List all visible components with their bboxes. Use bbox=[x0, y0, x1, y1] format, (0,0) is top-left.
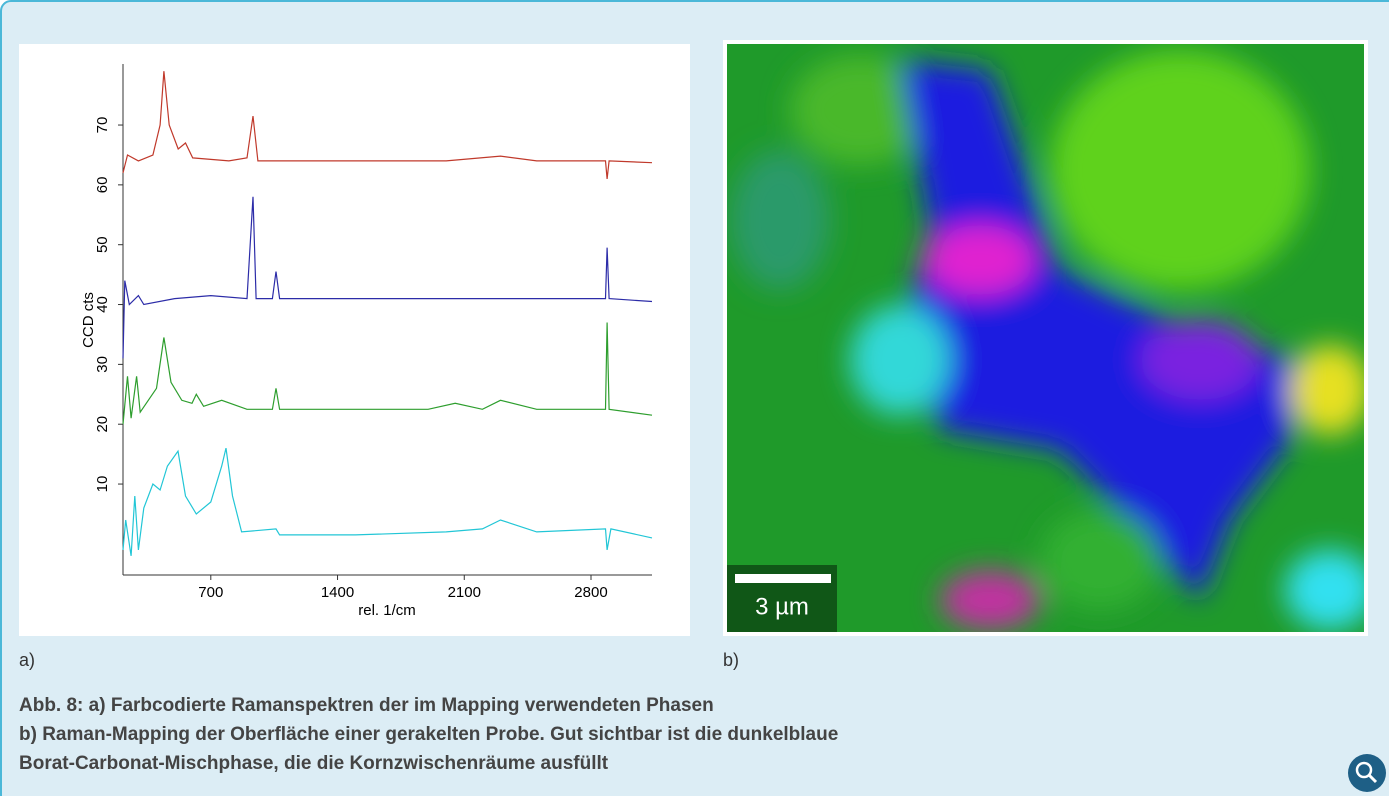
y-tick-label: 30 bbox=[94, 356, 111, 373]
caption-line: b) Raman-Mapping der Oberfläche einer ge… bbox=[19, 724, 838, 745]
panel-label: a) bbox=[19, 650, 35, 670]
figure: 3 µm a) b) Abb. 8: a) Farbcodierte Raman… bbox=[0, 0, 1389, 796]
x-tick-label: 1400 bbox=[321, 584, 354, 601]
panel-a bbox=[19, 44, 690, 636]
caption-line: Borat-Carbonat-Mischphase, die die Kornz… bbox=[19, 753, 609, 774]
x-axis-label: rel. 1/cm bbox=[358, 602, 416, 619]
panel-label: b) bbox=[723, 650, 739, 670]
scale-bar-label: 3 µm bbox=[755, 593, 809, 620]
x-tick-label: 700 bbox=[198, 584, 223, 601]
y-tick-label: 20 bbox=[94, 416, 111, 433]
zoom-button[interactable] bbox=[1348, 754, 1386, 792]
y-tick-label: 60 bbox=[94, 177, 111, 194]
raman-map bbox=[727, 44, 1375, 632]
caption-line: Abb. 8: a) Farbcodierte Ramanspektren de… bbox=[19, 695, 714, 716]
y-tick-label: 10 bbox=[94, 476, 111, 493]
y-tick-label: 40 bbox=[94, 296, 111, 313]
x-tick-label: 2800 bbox=[574, 584, 607, 601]
y-tick-label: 50 bbox=[94, 236, 111, 253]
x-tick-label: 2100 bbox=[448, 584, 481, 601]
page: 3 µm a) b) Abb. 8: a) Farbcodierte Raman… bbox=[0, 0, 1389, 796]
y-tick-label: 70 bbox=[94, 117, 111, 134]
